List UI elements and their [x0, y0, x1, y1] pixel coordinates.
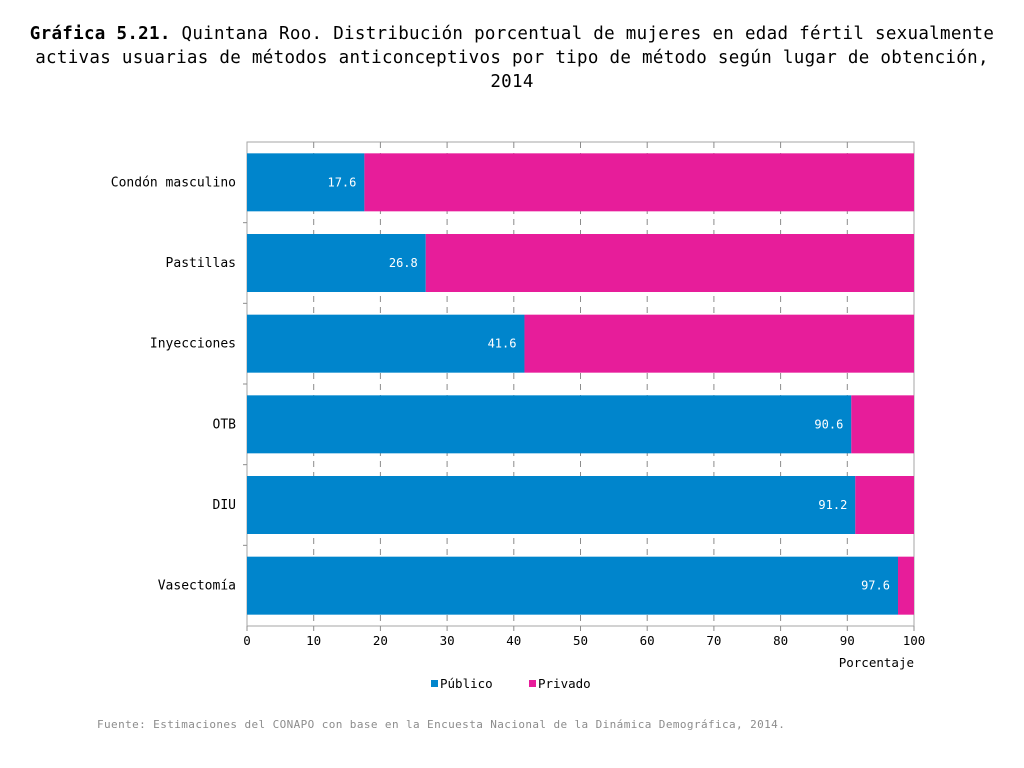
bar-privado [364, 153, 915, 212]
bar-publico [247, 314, 525, 373]
bar-publico [247, 395, 852, 454]
bar-publico [247, 153, 365, 212]
category-label: OTB [213, 417, 237, 432]
category-label: Pastillas [166, 256, 236, 271]
x-tick-label: 100 [903, 633, 926, 648]
data-label: 41.6 [488, 337, 517, 351]
data-label: 91.2 [818, 498, 847, 512]
data-label: 90.6 [814, 417, 843, 431]
chart-title: Gráfica 5.21. Quintana Roo. Distribución… [20, 22, 1004, 94]
category-label: Inyecciones [150, 337, 236, 352]
x-tick-label: 90 [840, 633, 855, 648]
legend-label-privado: Privado [538, 676, 591, 691]
x-tick-label: 40 [506, 633, 521, 648]
category-label: DIU [213, 498, 236, 513]
bar-publico [247, 556, 898, 615]
x-tick-label: 20 [373, 633, 388, 648]
source-note: Fuente: Estimaciones del CONAPO con base… [97, 718, 786, 731]
legend-swatch-privado [529, 680, 536, 687]
bar-publico [247, 476, 856, 534]
legend-swatch-publico [431, 680, 438, 687]
x-tick-label: 60 [640, 633, 655, 648]
x-axis-title: Porcentaje [839, 655, 914, 670]
data-label: 97.6 [861, 579, 890, 593]
category-label: Vasectomía [158, 579, 236, 594]
x-tick-label: 70 [706, 633, 721, 648]
x-tick-label: 0 [243, 633, 251, 648]
category-label: Condón masculino [111, 175, 236, 190]
bar-privado [851, 395, 914, 454]
data-label: 17.6 [327, 175, 356, 189]
x-tick-label: 30 [440, 633, 455, 648]
chart-title-lead: Gráfica 5.21. [29, 24, 171, 44]
x-tick-label: 10 [306, 633, 321, 648]
x-tick-label: 80 [773, 633, 788, 648]
bar-privado [425, 234, 914, 292]
chart-title-text: Quintana Roo. Distribución porcentual de… [35, 24, 995, 92]
bar-privado [855, 476, 914, 534]
x-tick-label: 50 [573, 633, 588, 648]
bar-publico [247, 234, 426, 292]
data-label: 26.8 [389, 256, 418, 270]
bar-privado [897, 556, 914, 615]
legend-label-publico: Público [440, 676, 493, 691]
bar-privado [524, 314, 914, 373]
